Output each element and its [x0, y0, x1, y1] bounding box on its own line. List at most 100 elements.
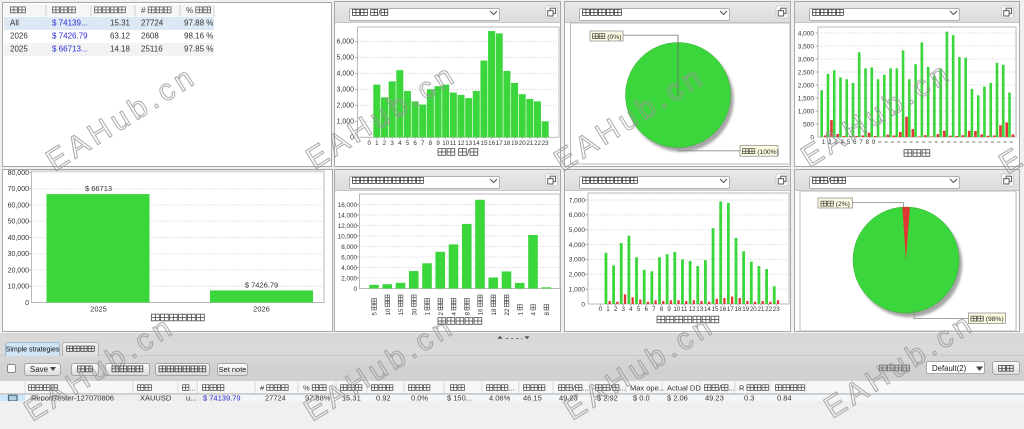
svg-text:$ 74139.79: $ 74139.79 — [203, 394, 241, 401]
svg-text:70,000: 70,000 — [8, 186, 30, 193]
svg-text:500: 500 — [803, 121, 814, 128]
svg-text:$ 66713...: $ 66713... — [52, 45, 88, 54]
svg-text:10: 10 — [673, 306, 680, 313]
svg-text:11: 11 — [450, 140, 457, 147]
svg-text:Default(2): Default(2) — [932, 364, 967, 373]
svg-text:8: 8 — [464, 310, 471, 315]
svg-text:8,000: 8,000 — [341, 244, 357, 251]
svg-text:3,500: 3,500 — [798, 43, 815, 50]
svg-text:14: 14 — [473, 140, 480, 147]
svg-text:16,000: 16,000 — [338, 202, 358, 209]
svg-text:10: 10 — [442, 140, 449, 147]
svg-text:16: 16 — [478, 307, 485, 316]
svg-text:3,000: 3,000 — [336, 87, 354, 94]
svg-text:8: 8 — [660, 306, 664, 313]
svg-text:63.12: 63.12 — [110, 32, 131, 41]
svg-text:18: 18 — [735, 306, 742, 313]
svg-text:30: 30 — [411, 307, 418, 316]
svg-text:/: / — [467, 148, 470, 158]
svg-text:13: 13 — [465, 140, 472, 147]
svg-text:$ 2.06: $ 2.06 — [667, 394, 688, 401]
svg-text:6: 6 — [413, 140, 417, 147]
svg-text:10: 10 — [385, 307, 392, 316]
svg-text:$ 0.0: $ 0.0 — [633, 394, 650, 401]
svg-text:2,000: 2,000 — [798, 82, 815, 89]
svg-text:1: 1 — [425, 310, 432, 315]
svg-text:16: 16 — [719, 306, 726, 313]
svg-text:8: 8 — [544, 310, 551, 315]
svg-text:5,000: 5,000 — [336, 55, 354, 62]
svg-text:3: 3 — [622, 306, 626, 313]
svg-text:...: ... — [729, 384, 735, 393]
svg-text:$ 7426.79: $ 7426.79 — [245, 280, 278, 289]
svg-text:97.85 %: 97.85 % — [184, 45, 213, 54]
svg-text:u...: u... — [186, 394, 196, 401]
svg-text:$ 74139...: $ 74139... — [52, 19, 88, 28]
svg-text:12: 12 — [458, 140, 465, 147]
svg-text:2608: 2608 — [141, 32, 159, 41]
svg-text:22: 22 — [534, 140, 541, 147]
svg-text:10,000: 10,000 — [338, 233, 358, 240]
svg-text:19: 19 — [511, 140, 518, 147]
svg-text:$ 150...: $ 150... — [447, 394, 472, 401]
svg-text:7,000: 7,000 — [569, 197, 586, 204]
svg-text:50,000: 50,000 — [8, 219, 30, 226]
svg-text:0.3: 0.3 — [744, 394, 754, 401]
svg-text:20: 20 — [750, 306, 757, 313]
svg-text:2025: 2025 — [10, 45, 28, 54]
svg-text:9: 9 — [436, 140, 440, 147]
svg-text:9: 9 — [872, 140, 876, 146]
svg-text:16: 16 — [488, 140, 495, 147]
svg-text:2,500: 2,500 — [798, 69, 815, 76]
svg-text:1,000: 1,000 — [569, 286, 586, 293]
svg-text:3,000: 3,000 — [798, 56, 815, 63]
svg-text:4,000: 4,000 — [341, 265, 357, 272]
svg-text:2026: 2026 — [253, 305, 270, 314]
svg-text:40,000: 40,000 — [8, 235, 30, 242]
svg-text:3,000: 3,000 — [569, 257, 586, 264]
svg-text:20,000: 20,000 — [8, 267, 30, 274]
svg-text:23: 23 — [542, 140, 549, 147]
svg-text:6,000: 6,000 — [569, 212, 586, 219]
svg-text:2: 2 — [383, 140, 387, 147]
svg-text:1: 1 — [606, 306, 610, 313]
svg-text:7: 7 — [652, 306, 656, 313]
svg-text:0.0%: 0.0% — [411, 394, 428, 401]
svg-text:0: 0 — [25, 300, 29, 307]
svg-text:15: 15 — [481, 140, 488, 147]
svg-text:7: 7 — [421, 140, 425, 147]
svg-text:2,000: 2,000 — [569, 272, 586, 279]
svg-text:4,000: 4,000 — [569, 242, 586, 249]
svg-text:5: 5 — [637, 306, 641, 313]
svg-text:14,000: 14,000 — [338, 212, 358, 219]
svg-text:0.92: 0.92 — [376, 394, 391, 401]
svg-text:All: All — [10, 19, 19, 28]
svg-text:18: 18 — [503, 140, 510, 147]
svg-text:6,000: 6,000 — [341, 254, 357, 261]
svg-text:Set note: Set note — [219, 365, 247, 374]
svg-text:$ 7426.79: $ 7426.79 — [52, 32, 88, 41]
svg-text:27724: 27724 — [141, 19, 164, 28]
svg-text:21: 21 — [758, 306, 765, 313]
svg-text:14.18: 14.18 — [110, 45, 131, 54]
svg-text:11: 11 — [681, 306, 688, 313]
svg-text:22: 22 — [504, 307, 511, 316]
svg-text:2026: 2026 — [10, 32, 28, 41]
svg-text:2: 2 — [614, 306, 618, 313]
svg-text:0: 0 — [354, 286, 358, 293]
svg-text:6: 6 — [644, 306, 648, 313]
svg-text:46.15: 46.15 — [523, 394, 542, 401]
svg-text:2,000: 2,000 — [336, 103, 354, 110]
svg-text:4.06%: 4.06% — [489, 394, 511, 401]
svg-text:1: 1 — [517, 310, 524, 315]
svg-text:(2%): (2%) — [834, 201, 850, 208]
svg-text:19: 19 — [742, 306, 749, 313]
svg-text:80,000: 80,000 — [8, 170, 30, 177]
svg-text:(100%): (100%) — [755, 149, 778, 156]
svg-text:6,000: 6,000 — [336, 39, 354, 46]
svg-text:5: 5 — [406, 140, 410, 147]
svg-text:17: 17 — [496, 140, 503, 147]
svg-text:23: 23 — [773, 306, 780, 313]
svg-text:R: R — [739, 384, 747, 393]
svg-text:15: 15 — [712, 306, 719, 313]
